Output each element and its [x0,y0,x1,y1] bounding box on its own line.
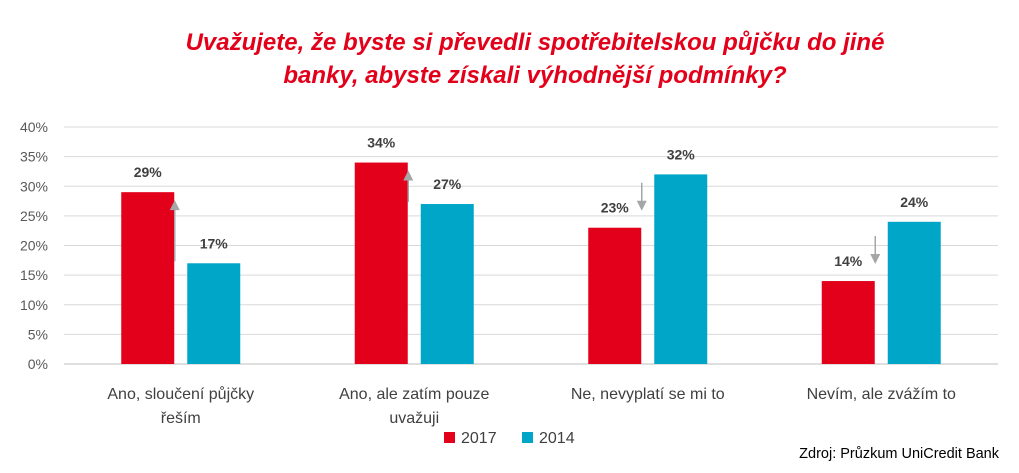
data-label-2014: 32% [667,146,696,162]
chart-title-line2: banky, abyste získali výhodnější podmínk… [283,62,787,89]
y-tick-label: 10% [20,297,48,313]
data-label-2017: 34% [367,135,396,151]
bar-2017 [354,162,408,364]
category-label: Nevím, ale zvážím to [807,386,956,403]
chart-title: Uvažujete, že byste si převedli spotřebi… [120,26,950,92]
data-label-2014: 24% [900,194,929,210]
category-label: řeším [161,410,201,427]
category-label: Ne, nevyplatí se mi to [571,386,725,403]
bar-2017 [588,227,642,364]
data-label-2017: 14% [834,253,863,269]
y-tick-label: 20% [20,238,48,254]
legend-label-2014: 2014 [539,430,575,447]
data-label-2014: 17% [200,235,229,251]
bar-2017 [121,192,175,364]
y-tick-label: 0% [28,356,48,372]
y-tick-label: 15% [20,267,48,283]
y-axis-ticks: 0% 5% 10% 15% 20% 25% 30% 35% 40% [20,119,48,372]
arrow-down-icon [870,254,881,265]
bars [121,162,941,364]
y-tick-label: 40% [20,119,48,135]
category-label: Ano, sloučení půjčky [107,385,254,403]
arrow-up-icon [403,170,414,181]
y-tick-label: 35% [20,149,48,165]
arrow-up-icon [169,200,180,211]
data-label-2017: 23% [601,200,630,216]
data-labels: 29% 17% 34% 27% 23% 32% 14% 24% [134,135,929,269]
gridlines [64,126,998,365]
legend-swatch-2017 [444,432,455,443]
y-tick-label: 5% [28,326,48,342]
legend-swatch-2014 [522,432,533,443]
y-tick-label: 25% [20,208,48,224]
category-labels: Ano, sloučení půjčky řeším Ano, ale zatím … [107,385,956,427]
change-arrows [169,170,881,265]
legend: 2017 2014 [444,430,575,447]
source-note: Zdroj: Průzkum UniCredit Bank [799,446,999,462]
bar-2014 [654,174,708,364]
chart-title-line1: Uvažujete, že byste si převedli spotřebi… [185,29,885,56]
y-tick-label: 30% [20,178,48,194]
bar-2014 [420,204,474,364]
data-label-2014: 27% [433,176,462,192]
arrow-down-icon [636,200,647,211]
legend-label-2017: 2017 [461,430,497,447]
bar-2017 [821,281,875,364]
bar-2014 [187,263,241,364]
category-label: uvažuji [389,410,439,427]
category-label: Ano, ale zatím pouze [339,386,489,403]
data-label-2017: 29% [134,164,163,180]
bar-2014 [887,221,941,364]
